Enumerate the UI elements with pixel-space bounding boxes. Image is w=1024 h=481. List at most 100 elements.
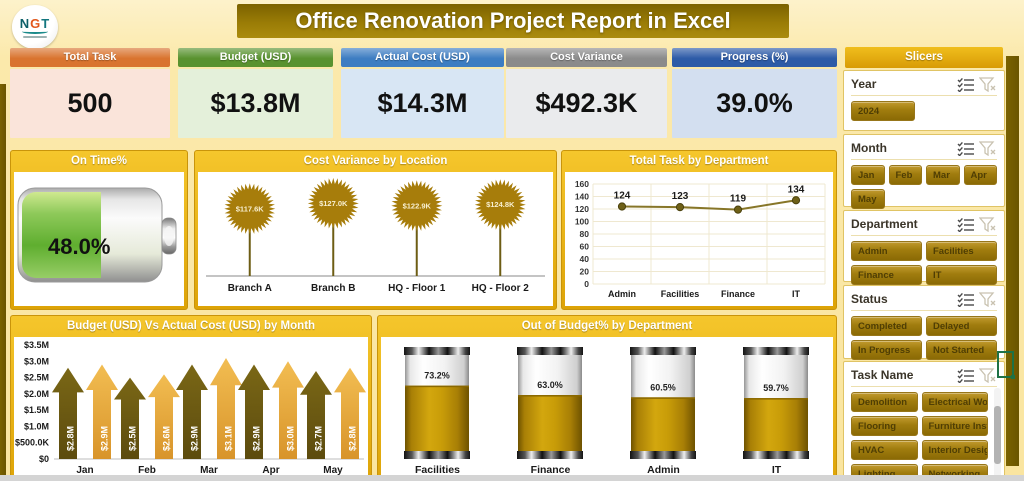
cylinder-label: Facilities [415, 464, 460, 476]
scrollbar-thumb[interactable] [994, 406, 1001, 464]
svg-text:$2.9M: $2.9M [99, 426, 109, 451]
cylinder-facilities: 73.2% Facilities [402, 345, 474, 476]
clear-filter-icon[interactable] [979, 291, 997, 307]
slicer-item-demolition[interactable]: Demolition [851, 392, 918, 412]
cylinder-label: IT [771, 464, 782, 476]
slicer-item-finance[interactable]: Finance [851, 265, 922, 285]
svg-text:HQ - Floor 1: HQ - Floor 1 [388, 283, 446, 294]
clear-filter-icon[interactable] [979, 216, 997, 232]
slicer-item-apr[interactable]: Apr [963, 165, 997, 185]
panel-on-time: On Time% 48.0% [10, 150, 188, 310]
slicer-month: Month Jan Feb Mar Apr May [843, 134, 1005, 209]
slicer-item-feb[interactable]: Feb [888, 165, 922, 185]
cylinder-label: Admin [647, 464, 680, 476]
panel-title: Out of Budget% by Department [521, 320, 693, 332]
kpi-card-actual-cost-usd: Actual Cost (USD) $14.3M [341, 48, 504, 138]
svg-text:140: 140 [575, 192, 589, 202]
logo-tagline [23, 36, 47, 38]
slicer-department: Department Admin Facilities Finance IT [843, 210, 1005, 285]
slicer-title: Month [851, 141, 887, 155]
slicer-item-not-started[interactable]: Not Started [926, 340, 997, 360]
svg-text:134: 134 [788, 184, 805, 195]
svg-text:80: 80 [580, 229, 590, 239]
slicer-item-delayed[interactable]: Delayed [926, 316, 997, 336]
multiselect-icon[interactable] [957, 141, 975, 156]
svg-text:$1.5M: $1.5M [24, 405, 49, 415]
svg-text:$2.8M: $2.8M [65, 426, 75, 451]
slicer-title: Status [851, 292, 888, 306]
slicer-item-interior-design[interactable]: Interior Design [921, 440, 988, 460]
slicer-item-admin[interactable]: Admin [851, 241, 922, 261]
clear-filter-icon[interactable] [979, 140, 997, 156]
multiselect-icon[interactable] [957, 368, 975, 383]
svg-text:100: 100 [575, 217, 589, 227]
slicer-item-jan[interactable]: Jan [851, 165, 885, 185]
lollipop-hq-floor-2: $124.8K [474, 179, 526, 231]
svg-text:123: 123 [672, 191, 689, 202]
svg-text:$2.6M: $2.6M [161, 426, 171, 451]
cylinder-finance: 63.0% Finance [515, 345, 587, 476]
slicer-item-flooring[interactable]: Flooring [851, 416, 918, 436]
panel-title: Cost Variance by Location [303, 155, 448, 167]
kpi-value: $14.3M [341, 69, 504, 138]
slicer-status: Status Completed Delayed In Progress Not Sta… [843, 285, 1005, 360]
svg-text:$1.0M: $1.0M [24, 421, 49, 431]
lollipop-branch-b: $127.0K [307, 177, 359, 229]
svg-text:Jan: Jan [76, 465, 93, 476]
svg-text:$2.9M: $2.9M [189, 426, 199, 451]
cylinder-admin: 60.5% Admin [628, 345, 700, 476]
multiselect-icon[interactable] [957, 77, 975, 92]
svg-text:$0: $0 [39, 454, 49, 464]
logo-text: NGT [19, 16, 51, 31]
svg-text:$3.5M: $3.5M [24, 340, 49, 350]
slicer-item-it[interactable]: IT [926, 265, 997, 285]
svg-text:$2.5M: $2.5M [24, 373, 49, 383]
slicer-item-electrical-work[interactable]: Electrical Work [921, 392, 988, 412]
slicer-item-in-progress[interactable]: In Progress [851, 340, 922, 360]
clear-filter-icon[interactable] [979, 367, 997, 383]
on-time-chart: 48.0% [14, 172, 184, 306]
panel-title: Total Task by Department [629, 155, 769, 167]
cylinder-it: 59.7% IT [741, 345, 813, 476]
slicer-item-hvac[interactable]: HVAC [851, 440, 918, 460]
svg-text:HQ - Floor 2: HQ - Floor 2 [472, 283, 530, 294]
svg-text:May: May [323, 465, 343, 476]
multiselect-icon[interactable] [957, 217, 975, 232]
slicer-item-furniture-inst[interactable]: Furniture Inst... [921, 416, 988, 436]
panel-total-task-dept: Total Task by Department 0 20 40 60 80 100 120… [561, 150, 837, 310]
slicer-item-may[interactable]: May [851, 189, 885, 209]
lollipop-branch-a: $117.6K [224, 183, 276, 235]
svg-text:Facilities: Facilities [661, 289, 700, 299]
svg-text:Admin: Admin [608, 289, 636, 299]
svg-text:$3.0M: $3.0M [285, 426, 295, 451]
kpi-card-total-task: Total Task 500 [10, 48, 170, 138]
company-logo: NGT [12, 5, 58, 49]
kpi-card-cost-variance: Cost Variance $492.3K [506, 48, 667, 138]
svg-text:0: 0 [584, 279, 589, 289]
svg-text:$122.9K: $122.9K [403, 201, 432, 210]
multiselect-icon[interactable] [957, 292, 975, 307]
svg-text:124: 124 [614, 191, 631, 202]
kpi-card-budget-usd: Budget (USD) $13.8M [178, 48, 333, 138]
clear-filter-icon[interactable] [979, 76, 997, 92]
slicer-item-mar[interactable]: Mar [926, 165, 960, 185]
svg-text:40: 40 [580, 254, 590, 264]
svg-text:$2.9M: $2.9M [251, 426, 261, 451]
slicer-title: Department [851, 217, 918, 231]
slicer-item-facilities[interactable]: Facilities [926, 241, 997, 261]
panel-cost-variance-location: Cost Variance by Location $117.6K Branch … [194, 150, 557, 310]
svg-text:$2.8M: $2.8M [347, 426, 357, 451]
slicer-year: Year 2024 [843, 70, 1005, 131]
svg-text:$2.5M: $2.5M [127, 426, 137, 451]
battery-gauge [17, 187, 177, 283]
svg-text:$3.0M: $3.0M [24, 356, 49, 366]
svg-text:$2.0M: $2.0M [24, 389, 49, 399]
page-title: Office Renovation Project Report in Exce… [237, 4, 789, 38]
svg-text:Finance: Finance [721, 289, 755, 299]
logo-swoosh [22, 29, 48, 34]
svg-text:$2.7M: $2.7M [313, 426, 323, 451]
kpi-value: $492.3K [506, 69, 667, 138]
scrollbar[interactable] [994, 388, 1001, 481]
slicer-item-completed[interactable]: Completed [851, 316, 922, 336]
slicer-item-2024[interactable]: 2024 [851, 101, 915, 121]
